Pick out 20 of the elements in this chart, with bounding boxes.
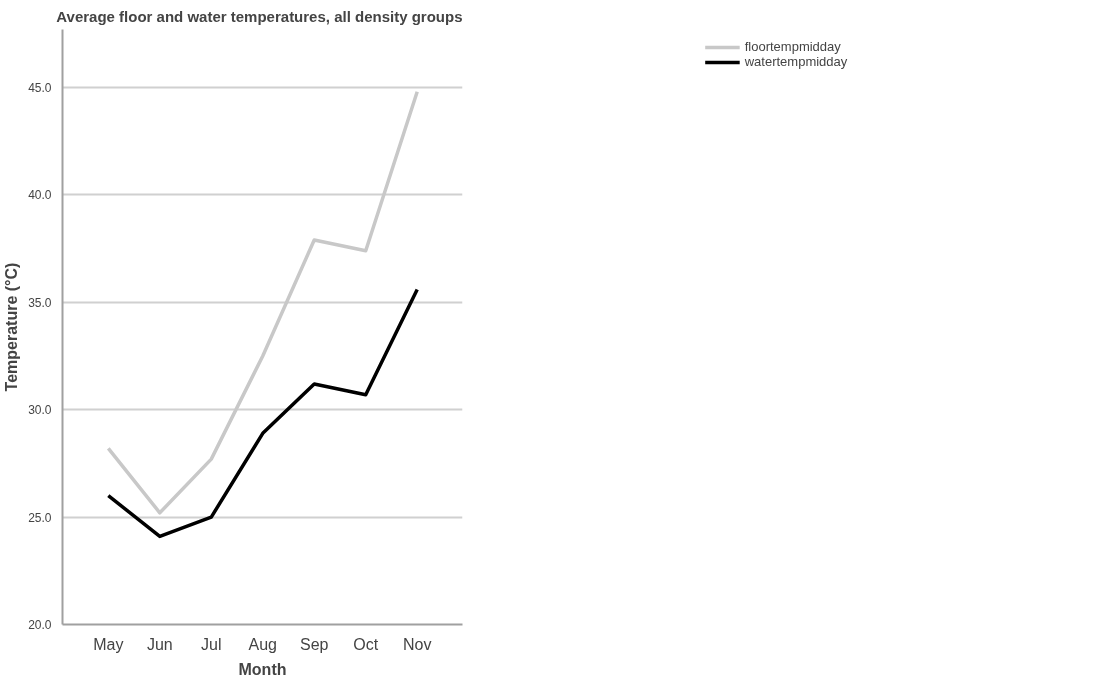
y-tick-label: 20.0	[28, 618, 52, 632]
y-axis-title: Temperature (°C)	[3, 262, 21, 392]
x-tick-label: Aug	[248, 635, 277, 653]
y-tick-label: 30.0	[28, 403, 52, 418]
legend-label: watertempmidday	[744, 54, 848, 69]
y-tick-label: 40.0	[28, 188, 52, 203]
chart-title: Average floor and water temperatures, all density groups	[56, 7, 463, 25]
y-tick-label: 25.0	[28, 510, 52, 525]
y-tick-label: 35.0	[28, 295, 52, 310]
line-series	[106, 90, 419, 515]
x-tick-label: Nov	[402, 635, 432, 653]
x-tick-label: Sep	[300, 635, 329, 653]
x-tick-label: Oct	[353, 635, 379, 653]
x-axis-title: Month	[238, 660, 287, 678]
x-tick-label: Jun	[146, 635, 173, 653]
y-tick-label: 45.0	[28, 81, 52, 95]
x-tick-label: May	[93, 635, 124, 653]
x-tick-label: Jul	[201, 635, 222, 653]
line-series	[106, 287, 419, 539]
legend-label: floortempmidday	[744, 39, 841, 54]
